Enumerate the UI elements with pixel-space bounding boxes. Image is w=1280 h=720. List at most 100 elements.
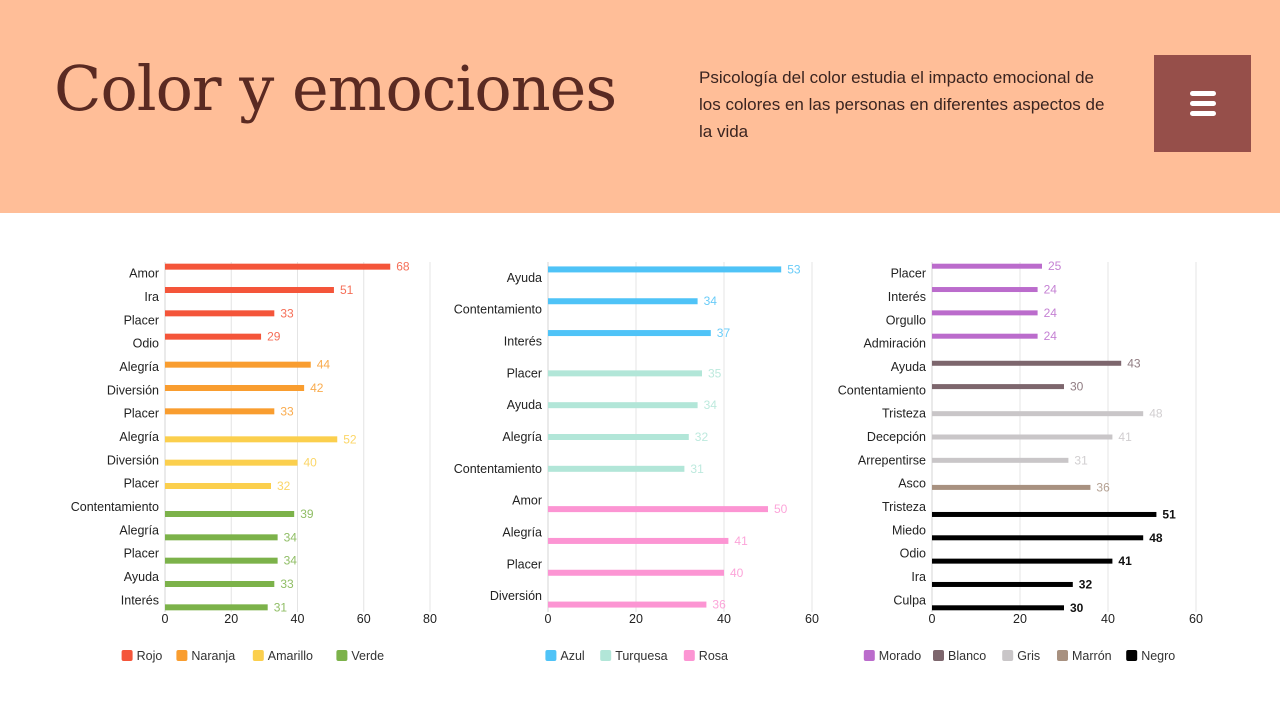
data-label: 31 xyxy=(690,462,704,476)
bar-chart-3: 0 20 40 60 Placer 25 Interés 24 Orgullo 24 Admirac… xyxy=(838,259,1203,663)
bar-azul xyxy=(548,330,711,337)
category-label: Arrepentirse xyxy=(858,453,926,467)
x-tick-label: 60 xyxy=(805,612,819,626)
data-label: 33 xyxy=(280,404,294,418)
legend: Azul Turquesa Rosa xyxy=(545,649,728,663)
bar-rosa xyxy=(548,601,707,608)
bar-morado xyxy=(932,310,1038,316)
category-label: Alegría xyxy=(119,430,159,444)
legend-label: Azul xyxy=(560,649,584,663)
bar-amarillo xyxy=(165,436,338,443)
category-label: Admiración xyxy=(863,337,926,351)
category-label: Contentamiento xyxy=(454,462,542,476)
legend-swatch-rojo xyxy=(121,650,133,661)
bar-negro xyxy=(932,511,1157,517)
category-label: Interés xyxy=(888,290,926,304)
legend-label: Naranja xyxy=(191,649,235,663)
data-label: 30 xyxy=(1070,380,1084,394)
data-label: 32 xyxy=(695,430,709,444)
data-label: 25 xyxy=(1048,259,1062,273)
bar-morado xyxy=(932,333,1038,339)
category-label: Placer xyxy=(124,407,159,421)
category-label: Contentamiento xyxy=(71,500,159,514)
category-label: Tristeza xyxy=(882,407,926,421)
legend-label: Marrón xyxy=(1072,649,1112,663)
data-label: 34 xyxy=(284,554,298,568)
x-tick-label: 60 xyxy=(357,612,371,626)
category-label: Tristeza xyxy=(882,500,926,514)
data-label: 30 xyxy=(1070,601,1084,615)
bar-chart-2: 0 20 40 60 Ayuda 53 Contentamiento 34 Interés 37 P… xyxy=(454,262,819,663)
legend: Rojo Naranja Amarillo Verde xyxy=(121,649,384,663)
category-label: Decepción xyxy=(867,430,926,444)
x-tick-label: 80 xyxy=(423,612,437,626)
bar-verde xyxy=(165,604,268,611)
bar-verde xyxy=(165,557,278,564)
category-label: Alegría xyxy=(119,523,159,537)
data-label: 40 xyxy=(730,566,744,580)
bar-blanco xyxy=(932,384,1064,390)
bar-azul xyxy=(548,266,782,273)
bar-verde xyxy=(165,534,278,541)
category-label: Interés xyxy=(121,593,159,607)
data-label: 52 xyxy=(343,432,357,446)
category-label: Diversión xyxy=(107,383,159,397)
bar-morado xyxy=(932,287,1038,293)
data-label: 42 xyxy=(310,381,324,395)
data-label: 32 xyxy=(1079,577,1093,591)
x-tick-label: 0 xyxy=(929,612,936,626)
data-label: 29 xyxy=(267,330,281,344)
bar-verde xyxy=(165,581,275,587)
bar-rojo xyxy=(165,310,275,317)
legend-swatch-marrón xyxy=(1057,650,1068,661)
bar-gris xyxy=(932,434,1113,440)
data-label: 34 xyxy=(704,398,718,412)
category-label: Diversión xyxy=(490,589,542,603)
hamburger-menu-icon xyxy=(1189,91,1216,96)
bar-naranja xyxy=(165,361,311,368)
bar-naranja xyxy=(165,408,275,415)
data-label: 48 xyxy=(1149,531,1163,545)
legend-swatch-naranja xyxy=(176,650,188,661)
bar-rojo xyxy=(165,333,262,340)
category-label: Placer xyxy=(124,547,159,561)
category-label: Placer xyxy=(507,366,542,380)
data-label: 31 xyxy=(274,600,288,614)
bar-negro xyxy=(932,605,1064,611)
bar-turquesa xyxy=(548,434,689,440)
data-label: 41 xyxy=(1118,554,1132,568)
data-label: 53 xyxy=(787,262,801,276)
legend-swatch-turquesa xyxy=(600,650,612,661)
bar-negro xyxy=(932,535,1144,541)
menu-button[interactable] xyxy=(1154,55,1251,152)
x-tick-label: 0 xyxy=(545,612,552,626)
category-label: Odio xyxy=(133,337,159,351)
bar-rosa xyxy=(548,537,729,544)
x-tick-label: 40 xyxy=(1101,612,1115,626)
category-label: Interés xyxy=(504,335,542,349)
category-label: Alegría xyxy=(119,360,159,374)
data-label: 33 xyxy=(280,306,294,320)
category-label: Odio xyxy=(900,547,926,561)
bar-turquesa xyxy=(548,465,685,472)
category-label: Amor xyxy=(129,267,159,281)
legend-swatch-azul xyxy=(545,650,557,661)
legend-label: Negro xyxy=(1141,649,1175,663)
bar-gris xyxy=(932,457,1069,463)
bar-negro xyxy=(932,581,1073,587)
category-label: Contentamiento xyxy=(838,383,926,397)
x-tick-label: 20 xyxy=(1013,612,1027,626)
data-label: 32 xyxy=(277,479,291,493)
bar-rosa xyxy=(548,506,768,513)
bar-naranja xyxy=(165,385,305,391)
category-label: Orgullo xyxy=(886,313,926,327)
x-tick-label: 60 xyxy=(1189,612,1203,626)
header-banner: Color y emociones Psicología del color e… xyxy=(0,0,1280,213)
bar-morado xyxy=(932,263,1042,269)
x-tick-label: 20 xyxy=(629,612,643,626)
category-label: Placer xyxy=(124,313,159,327)
data-label: 50 xyxy=(774,502,788,516)
category-label: Diversión xyxy=(107,453,159,467)
category-label: Ayuda xyxy=(891,360,926,374)
